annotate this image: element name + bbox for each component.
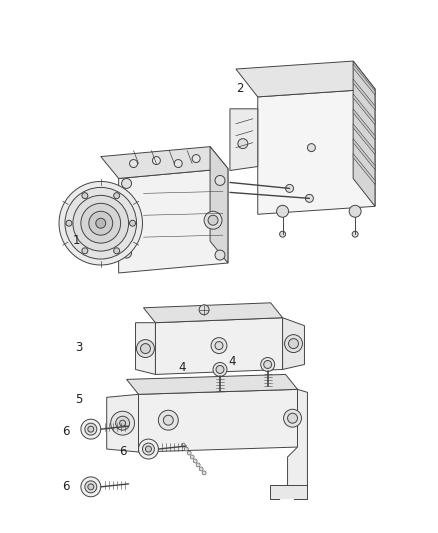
- Circle shape: [159, 410, 178, 430]
- Circle shape: [130, 159, 138, 167]
- Circle shape: [81, 477, 101, 497]
- Circle shape: [138, 439, 159, 459]
- Circle shape: [289, 338, 298, 349]
- Circle shape: [137, 340, 155, 358]
- Polygon shape: [279, 499, 293, 508]
- Circle shape: [81, 203, 120, 243]
- Circle shape: [96, 218, 106, 228]
- Text: 6: 6: [62, 425, 70, 438]
- Circle shape: [130, 220, 135, 226]
- Circle shape: [174, 159, 182, 167]
- Polygon shape: [138, 389, 297, 452]
- Circle shape: [59, 181, 142, 265]
- Polygon shape: [210, 147, 228, 263]
- Circle shape: [88, 426, 94, 432]
- Polygon shape: [353, 79, 375, 110]
- Circle shape: [279, 231, 286, 237]
- Text: 3: 3: [75, 341, 83, 354]
- Circle shape: [120, 420, 126, 426]
- Circle shape: [145, 446, 152, 452]
- Polygon shape: [101, 147, 228, 179]
- Circle shape: [288, 413, 297, 423]
- Circle shape: [116, 416, 130, 430]
- Circle shape: [283, 409, 301, 427]
- Text: 2: 2: [236, 83, 244, 95]
- Circle shape: [204, 211, 222, 229]
- Circle shape: [192, 155, 200, 163]
- Circle shape: [114, 248, 120, 254]
- Circle shape: [163, 415, 173, 425]
- Circle shape: [215, 342, 223, 350]
- Circle shape: [307, 144, 315, 151]
- Circle shape: [82, 192, 88, 199]
- Polygon shape: [270, 485, 307, 499]
- Polygon shape: [353, 124, 375, 155]
- Text: 4: 4: [178, 361, 186, 374]
- Circle shape: [305, 195, 314, 203]
- Circle shape: [190, 455, 194, 459]
- Circle shape: [238, 139, 248, 149]
- Circle shape: [88, 484, 94, 490]
- Circle shape: [199, 467, 203, 471]
- Circle shape: [73, 196, 129, 251]
- Polygon shape: [353, 109, 375, 140]
- Circle shape: [349, 205, 361, 217]
- Circle shape: [261, 358, 275, 372]
- Polygon shape: [236, 61, 375, 97]
- Circle shape: [89, 211, 113, 235]
- Circle shape: [196, 463, 200, 467]
- Circle shape: [85, 481, 97, 493]
- Circle shape: [66, 220, 72, 226]
- Circle shape: [286, 184, 293, 192]
- Circle shape: [152, 157, 160, 165]
- Circle shape: [285, 335, 303, 352]
- Circle shape: [181, 443, 185, 447]
- Circle shape: [208, 215, 218, 225]
- Polygon shape: [107, 394, 138, 452]
- Circle shape: [199, 305, 209, 315]
- Circle shape: [193, 459, 197, 463]
- Text: 4: 4: [228, 355, 236, 368]
- Polygon shape: [288, 389, 307, 487]
- Circle shape: [216, 366, 224, 374]
- Circle shape: [142, 443, 155, 455]
- Polygon shape: [135, 322, 155, 375]
- Circle shape: [122, 248, 131, 258]
- Polygon shape: [353, 64, 375, 95]
- Polygon shape: [353, 154, 375, 184]
- Polygon shape: [258, 89, 375, 214]
- Circle shape: [82, 248, 88, 254]
- Circle shape: [184, 447, 188, 451]
- Text: 6: 6: [62, 480, 70, 494]
- Polygon shape: [155, 318, 283, 375]
- Polygon shape: [353, 139, 375, 169]
- Polygon shape: [119, 168, 228, 273]
- Circle shape: [213, 362, 227, 376]
- Circle shape: [211, 337, 227, 353]
- Text: 5: 5: [75, 393, 83, 406]
- Circle shape: [65, 188, 137, 259]
- Polygon shape: [144, 303, 283, 322]
- Circle shape: [81, 419, 101, 439]
- Polygon shape: [353, 61, 375, 206]
- Circle shape: [187, 451, 191, 455]
- Polygon shape: [353, 94, 375, 125]
- Circle shape: [202, 471, 206, 475]
- Polygon shape: [283, 318, 304, 369]
- Circle shape: [277, 205, 289, 217]
- Circle shape: [215, 250, 225, 260]
- Polygon shape: [127, 375, 297, 394]
- Circle shape: [111, 411, 134, 435]
- Circle shape: [122, 179, 131, 188]
- Circle shape: [215, 175, 225, 185]
- Text: 1: 1: [73, 233, 81, 247]
- Polygon shape: [230, 109, 258, 171]
- Circle shape: [85, 423, 97, 435]
- Circle shape: [352, 231, 358, 237]
- Text: 6: 6: [119, 445, 127, 457]
- Circle shape: [114, 192, 120, 199]
- Circle shape: [264, 360, 272, 368]
- Circle shape: [141, 344, 150, 353]
